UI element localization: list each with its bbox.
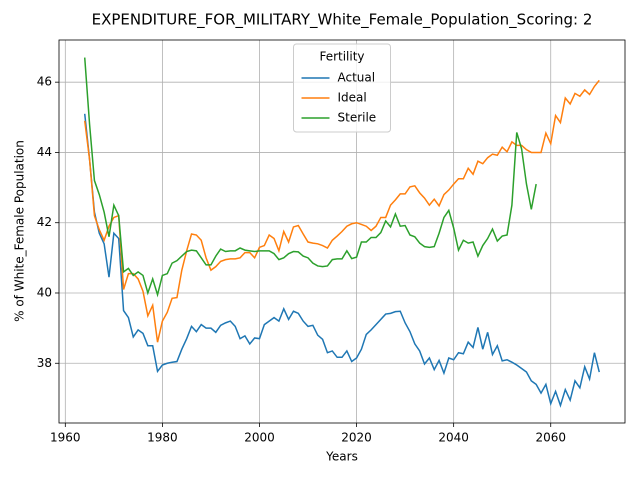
legend-box [293, 43, 391, 133]
x-tick-label: 2000 [244, 431, 275, 445]
legend-label: Sterile [338, 111, 377, 125]
series-line [83, 57, 537, 298]
legend-label: Actual [338, 71, 376, 85]
y-tick-label: 38 [37, 356, 52, 370]
x-tick-label: 2020 [341, 431, 372, 445]
x-tick-label: 1960 [50, 431, 81, 445]
series-line [83, 79, 600, 343]
plot-frame [58, 39, 626, 424]
chart-title: EXPENDITURE_FOR_MILITARY_White_Female_Po… [92, 11, 593, 30]
legend-label: Ideal [338, 91, 367, 105]
y-tick-label: 40 [37, 285, 52, 299]
x-tick-label: 2060 [535, 431, 566, 445]
x-axis-label: Years [325, 450, 358, 464]
legend: Fertility Actual Ideal Sterile [293, 43, 391, 133]
x-tick-label: 2040 [438, 431, 469, 445]
y-axis-label: % of White_Female Population [13, 140, 27, 322]
y-tick-label: 44 [37, 145, 52, 159]
legend-title: Fertility [319, 50, 364, 64]
series-line [83, 113, 600, 408]
y-tick-label: 46 [37, 75, 52, 89]
x-tick-label: 1980 [147, 431, 178, 445]
y-tick-label: 42 [37, 215, 52, 229]
